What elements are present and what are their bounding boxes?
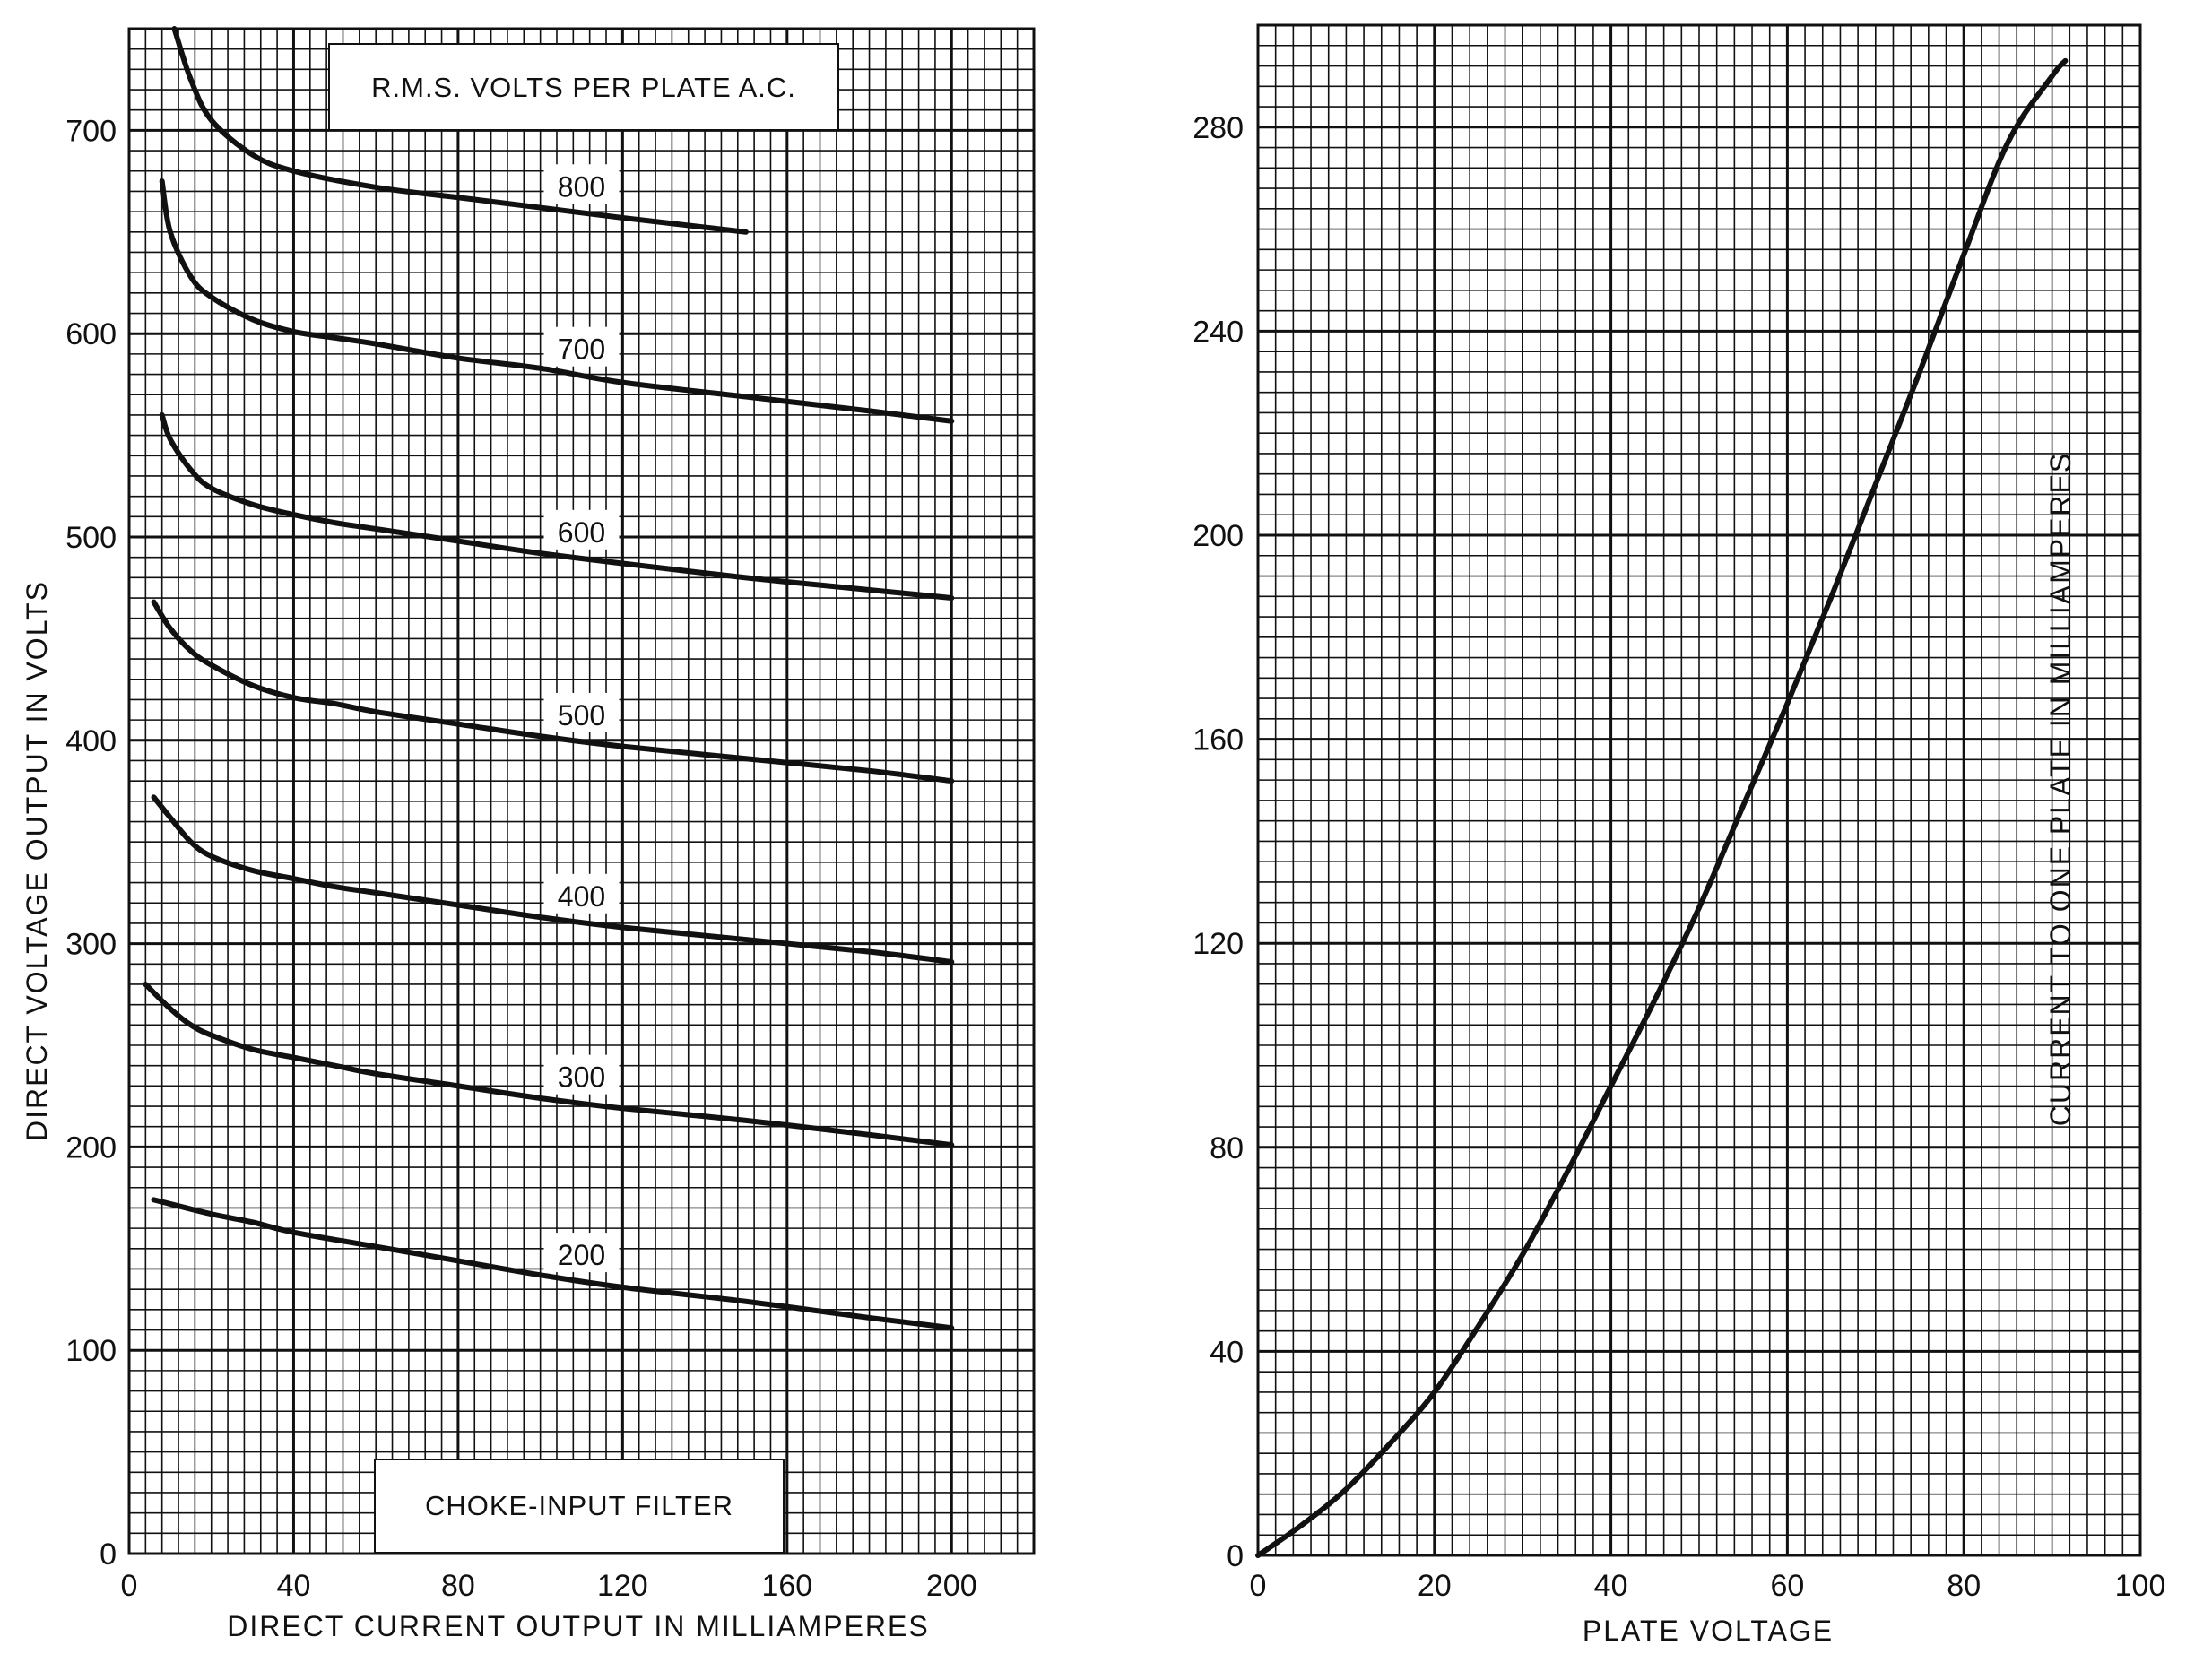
choke-input-filter-label: CHOKE-INPUT FILTER xyxy=(425,1490,733,1521)
curve-300 xyxy=(143,981,955,1148)
curve-label-background xyxy=(543,326,620,367)
left-annotation-box: CHOKE-INPUT FILTER xyxy=(374,1459,785,1554)
curve-800 xyxy=(171,26,749,235)
x-tick-label: 80 xyxy=(1947,1569,1981,1603)
y-tick-label: 280 xyxy=(1193,111,1244,145)
curve-label-200: 200 xyxy=(558,1239,605,1271)
x-tick-label: 0 xyxy=(121,1569,138,1603)
y-tick-label: 300 xyxy=(65,928,117,962)
plate-current-chart-panel: 0 20 40 60 80 100 0 40 80 120 160 200 240 280 PLATE … xyxy=(1093,0,2186,1676)
curve-label-background xyxy=(543,1054,620,1095)
y-tick-label: 0 xyxy=(1227,1539,1244,1573)
y-tick-label: 200 xyxy=(1193,519,1244,553)
curve-label-500: 500 xyxy=(558,699,605,732)
left-x-axis-label: DIRECT CURRENT OUTPUT IN MILLIAMPERES xyxy=(227,1610,929,1642)
right-x-axis-label: PLATE VOLTAGE xyxy=(1583,1615,1834,1647)
y-tick-label: 700 xyxy=(65,114,117,148)
left-y-tick-labels: 0 100 200 300 400 500 600 700 xyxy=(65,114,117,1572)
left-x-tick-labels: 0 40 80 120 160 200 xyxy=(121,1569,977,1603)
x-tick-label: 160 xyxy=(761,1569,812,1603)
left-y-axis-label: DIRECT VOLTAGE OUTPUT IN VOLTS xyxy=(21,580,53,1141)
x-tick-label: 20 xyxy=(1418,1569,1452,1603)
curve-600 xyxy=(159,411,955,602)
y-tick-label: 160 xyxy=(1193,723,1244,758)
curve-label-700: 700 xyxy=(558,333,605,366)
curve-label-300: 300 xyxy=(558,1061,605,1094)
x-tick-label: 60 xyxy=(1770,1569,1804,1603)
curve-700 xyxy=(159,178,955,424)
plate-current-chart: 0 20 40 60 80 100 0 40 80 120 160 200 240 280 PLATE … xyxy=(1193,23,2166,1647)
x-tick-label: 200 xyxy=(926,1569,977,1603)
y-tick-label: 240 xyxy=(1193,315,1244,349)
y-tick-label: 120 xyxy=(1193,927,1244,961)
left-title-box: R.M.S. VOLTS PER PLATE A.C. xyxy=(328,43,839,131)
right-grid xyxy=(1256,23,2142,1557)
left-plot-frame xyxy=(127,27,1036,1555)
x-tick-label: 120 xyxy=(597,1569,648,1603)
x-tick-label: 0 xyxy=(1250,1569,1267,1603)
curve-label-background xyxy=(543,873,620,914)
y-tick-label: 200 xyxy=(65,1130,117,1165)
right-x-tick-labels: 0 20 40 60 80 100 xyxy=(1250,1569,2166,1603)
curve-label-800: 800 xyxy=(558,170,605,203)
y-tick-label: 40 xyxy=(1210,1335,1244,1369)
x-tick-label: 40 xyxy=(277,1569,311,1603)
y-tick-label: 100 xyxy=(65,1334,117,1368)
curve-200 xyxy=(151,1197,955,1331)
x-tick-label: 100 xyxy=(2115,1569,2166,1603)
y-tick-label: 80 xyxy=(1210,1131,1244,1165)
curve-label-background xyxy=(543,1233,620,1273)
left-chart-title: R.M.S. VOLTS PER PLATE A.C. xyxy=(371,72,796,103)
curve-label-background xyxy=(543,509,620,550)
right-y-tick-labels: 0 40 80 120 160 200 240 280 xyxy=(1193,111,1244,1573)
choke-input-chart-panel: 800 700 600 500 400 300 200 0 40 80 120 160 200 0 10… xyxy=(0,0,1093,1676)
y-tick-label: 600 xyxy=(65,317,117,351)
right-y-axis-label: CURRENT TO ONE PLATE IN MILLIAMPERES xyxy=(2044,452,2077,1126)
x-tick-label: 80 xyxy=(441,1569,475,1603)
curve-label-background xyxy=(543,692,620,732)
y-tick-label: 400 xyxy=(65,724,117,758)
choke-input-chart: 800 700 600 500 400 300 200 0 40 80 120 160 200 0 10… xyxy=(21,26,1036,1642)
curve-label-400: 400 xyxy=(558,880,605,913)
curve-plate-current xyxy=(1255,57,2069,1558)
y-tick-label: 500 xyxy=(65,521,117,555)
curve-400 xyxy=(151,794,955,966)
curve-500 xyxy=(151,599,955,784)
x-tick-label: 40 xyxy=(1594,1569,1628,1603)
y-tick-label: 0 xyxy=(100,1537,117,1572)
curve-label-background xyxy=(543,164,620,204)
left-grid xyxy=(127,27,1036,1555)
right-curves xyxy=(1255,57,2069,1558)
left-curves: 800 700 600 500 400 300 200 xyxy=(143,26,955,1331)
curve-label-600: 600 xyxy=(558,516,605,549)
